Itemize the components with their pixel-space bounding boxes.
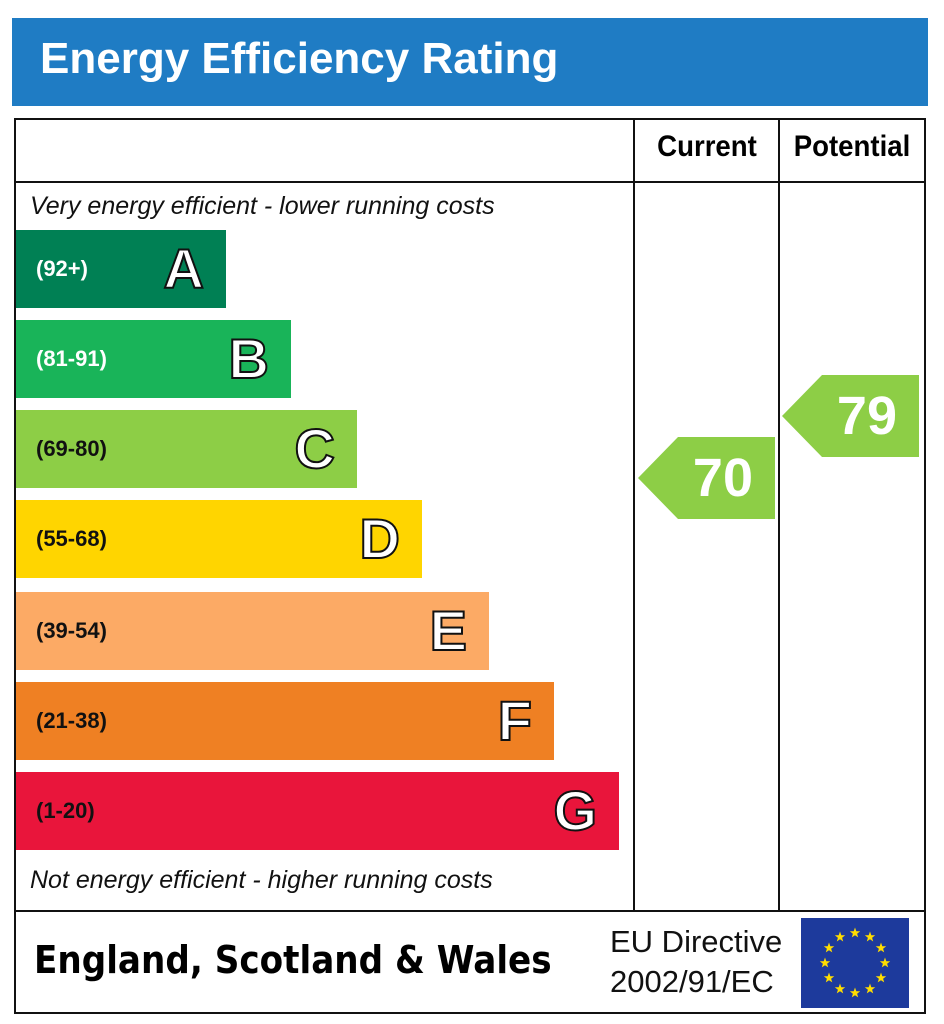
flag-star bbox=[823, 972, 835, 983]
flag-star bbox=[879, 957, 891, 968]
band-letter: D bbox=[359, 506, 401, 571]
top-note: Very energy efficient - lower running co… bbox=[30, 192, 495, 220]
band-range: (92+) bbox=[36, 256, 88, 281]
potential-rating-arrow: 79 bbox=[782, 375, 919, 457]
column-divider bbox=[778, 118, 780, 912]
potential-column-header: Potential bbox=[793, 130, 911, 163]
potential-rating-value: 79 bbox=[836, 386, 897, 446]
directive-line2: 2002/91/EC bbox=[610, 964, 774, 999]
flag-star bbox=[834, 983, 846, 994]
chart-title: Energy Efficiency Rating bbox=[40, 34, 559, 83]
band-letter: G bbox=[552, 778, 598, 843]
flag-star bbox=[864, 931, 876, 942]
band-range: (21-38) bbox=[36, 708, 107, 733]
title-bar: Energy Efficiency Rating bbox=[12, 18, 928, 106]
column-divider bbox=[633, 118, 635, 912]
flag-star bbox=[864, 983, 876, 994]
band-f: (21-38) F bbox=[16, 682, 554, 760]
band-range: (69-80) bbox=[36, 436, 107, 461]
footer-divider bbox=[14, 910, 924, 912]
flag-star bbox=[834, 931, 846, 942]
flag-star bbox=[875, 972, 887, 983]
band-range: (55-68) bbox=[36, 526, 107, 551]
band-letter: A bbox=[163, 236, 205, 301]
flag-star bbox=[849, 987, 861, 998]
band-e: (39-54) E bbox=[16, 592, 489, 670]
region-label: England, Scotland & Wales bbox=[34, 938, 552, 982]
flag-star bbox=[875, 942, 887, 953]
band-range: (81-91) bbox=[36, 346, 107, 371]
rating-frame bbox=[14, 118, 926, 1014]
eu-directive: EU Directive 2002/91/EC bbox=[610, 922, 782, 1002]
flag-star bbox=[849, 927, 861, 938]
current-column-header: Current bbox=[657, 130, 757, 163]
band-g: (1-20) G bbox=[16, 772, 619, 850]
band-d: (55-68) D bbox=[16, 500, 422, 578]
current-rating-value: 70 bbox=[692, 448, 753, 508]
band-letter: C bbox=[294, 416, 336, 481]
directive-line1: EU Directive bbox=[610, 924, 783, 959]
band-letter: E bbox=[429, 598, 468, 663]
header-divider bbox=[14, 181, 924, 183]
band-letter: B bbox=[228, 326, 270, 391]
band-c: (69-80) C bbox=[16, 410, 357, 488]
eu-flag-icon bbox=[801, 918, 909, 1008]
bottom-note: Not energy efficient - higher running co… bbox=[30, 866, 493, 894]
band-a: (92+) A bbox=[16, 230, 226, 308]
flag-star bbox=[823, 942, 835, 953]
flag-star bbox=[819, 957, 831, 968]
band-b: (81-91) B bbox=[16, 320, 291, 398]
band-range: (1-20) bbox=[36, 798, 95, 823]
band-letter: F bbox=[497, 688, 533, 753]
band-range: (39-54) bbox=[36, 618, 107, 643]
